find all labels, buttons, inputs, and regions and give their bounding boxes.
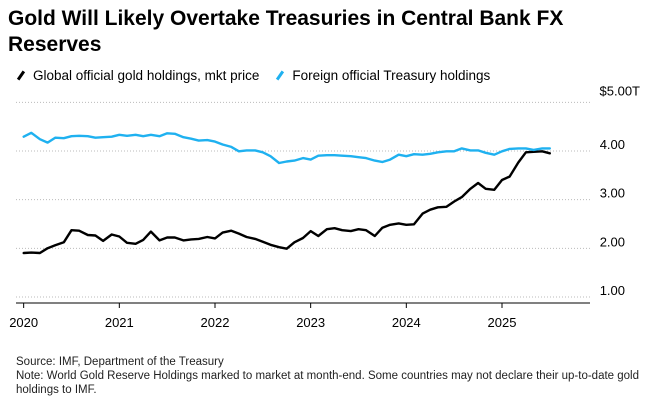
x-tick-label: 2022	[201, 315, 230, 330]
x-tick-label: 2023	[296, 315, 325, 330]
y-tick-label: 1.00	[600, 283, 625, 298]
x-tick-label: 2025	[488, 315, 517, 330]
series-line-gold	[22, 150, 551, 255]
y-axis-top-label: $5.00T	[600, 83, 641, 98]
x-tick-label: 2021	[105, 315, 134, 330]
chart-title: Gold Will Likely Overtake Treasuries in …	[8, 7, 564, 56]
y-tick-label: 4.00	[600, 137, 625, 152]
x-tick-label: 2020	[9, 315, 38, 330]
y-tick-label: 3.00	[600, 186, 625, 201]
legend-label-gold: Global official gold holdings, mkt price	[33, 68, 260, 83]
legend-item-gold: Global official gold holdings, mkt price	[16, 68, 259, 83]
x-tick-label: 2024	[392, 315, 421, 330]
source-text: Source: IMF, Department of the Treasury	[16, 356, 224, 368]
y-tick-label: 2.00	[600, 234, 625, 249]
series-line-treasury	[22, 131, 551, 165]
legend: Global official gold holdings, mkt price…	[16, 68, 506, 83]
legend-label-treasury: Foreign official Treasury holdings	[292, 68, 491, 83]
note-text: Note: World Gold Reserve Holdings marked…	[16, 370, 640, 396]
legend-item-treasury: Foreign official Treasury holdings	[275, 68, 490, 83]
